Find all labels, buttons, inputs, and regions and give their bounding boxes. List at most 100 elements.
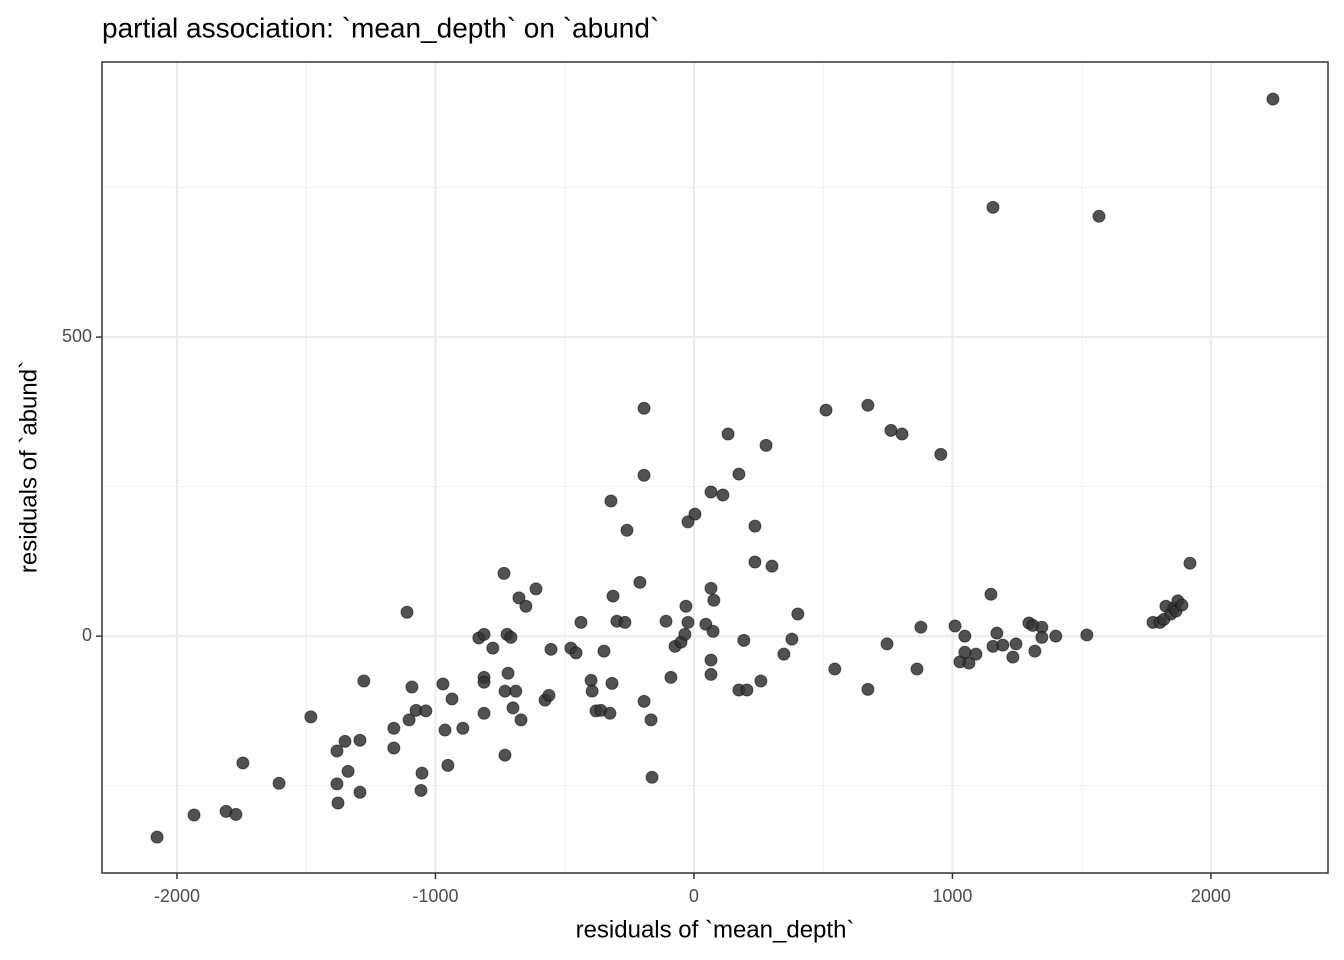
point — [704, 653, 718, 667]
point — [331, 796, 345, 810]
point — [664, 670, 678, 684]
point — [704, 485, 718, 499]
point — [645, 770, 659, 784]
point — [603, 706, 617, 720]
point — [948, 619, 962, 633]
point — [740, 683, 754, 697]
point — [721, 427, 735, 441]
point — [737, 633, 751, 647]
point — [512, 591, 526, 605]
point — [477, 627, 491, 641]
point — [519, 599, 533, 613]
point — [504, 630, 518, 644]
y-tick-label: 0 — [82, 625, 92, 645]
point — [1049, 629, 1063, 643]
point — [400, 605, 414, 619]
point — [506, 701, 520, 715]
point — [414, 783, 428, 797]
point — [732, 467, 746, 481]
point — [986, 200, 1000, 214]
point — [620, 523, 634, 537]
point — [644, 713, 658, 727]
point — [1092, 209, 1106, 223]
point — [633, 575, 647, 589]
point — [544, 642, 558, 656]
point — [996, 638, 1010, 652]
point — [637, 694, 651, 708]
point — [777, 647, 791, 661]
x-tick-label: -2000 — [154, 886, 200, 906]
chart-title: partial association: `mean_depth` on `ab… — [102, 12, 659, 43]
point — [236, 756, 250, 770]
point — [501, 666, 515, 680]
point — [759, 438, 773, 452]
point — [861, 682, 875, 696]
point — [497, 566, 511, 580]
point — [688, 507, 702, 521]
point — [1028, 644, 1042, 658]
x-axis-title: residuals of `mean_depth` — [576, 916, 855, 943]
point — [681, 615, 695, 629]
y-axis-title: residuals of `abund` — [15, 361, 42, 573]
point — [659, 614, 673, 628]
point — [187, 808, 201, 822]
point — [990, 626, 1004, 640]
point — [477, 675, 491, 689]
point — [637, 401, 651, 415]
point — [353, 733, 367, 747]
point — [678, 627, 692, 641]
point — [569, 646, 583, 660]
point — [706, 624, 720, 638]
point — [895, 427, 909, 441]
point — [357, 674, 371, 688]
point — [1080, 628, 1094, 642]
point — [765, 559, 779, 573]
point — [828, 662, 842, 676]
point — [910, 662, 924, 676]
point — [1175, 598, 1189, 612]
point — [402, 713, 416, 727]
x-tick-label: -1000 — [412, 886, 458, 906]
point — [679, 599, 693, 613]
point — [529, 582, 543, 596]
point — [445, 692, 459, 706]
point — [716, 488, 730, 502]
point — [618, 615, 632, 629]
point — [934, 447, 948, 461]
point — [914, 620, 928, 634]
point — [704, 581, 718, 595]
point — [606, 589, 620, 603]
point — [785, 632, 799, 646]
point — [748, 519, 762, 533]
point — [754, 674, 768, 688]
point — [969, 647, 983, 661]
point — [436, 677, 450, 691]
point — [304, 710, 318, 724]
point — [597, 644, 611, 658]
point — [441, 758, 455, 772]
x-tick-label: 2000 — [1191, 886, 1231, 906]
point — [1183, 556, 1197, 570]
point — [1009, 637, 1023, 651]
point — [584, 673, 598, 687]
point — [984, 587, 998, 601]
point — [861, 398, 875, 412]
point — [880, 637, 894, 651]
plot-border — [101, 61, 1329, 874]
point — [819, 403, 833, 417]
x-tick-label: 0 — [689, 886, 699, 906]
point — [1266, 92, 1280, 106]
point — [229, 807, 243, 821]
point — [748, 555, 762, 569]
point — [341, 764, 355, 778]
point — [637, 468, 651, 482]
point — [338, 734, 352, 748]
point — [958, 629, 972, 643]
point — [1006, 650, 1020, 664]
point — [438, 723, 452, 737]
point — [387, 741, 401, 755]
point — [405, 680, 419, 694]
point — [514, 713, 528, 727]
point — [542, 688, 556, 702]
